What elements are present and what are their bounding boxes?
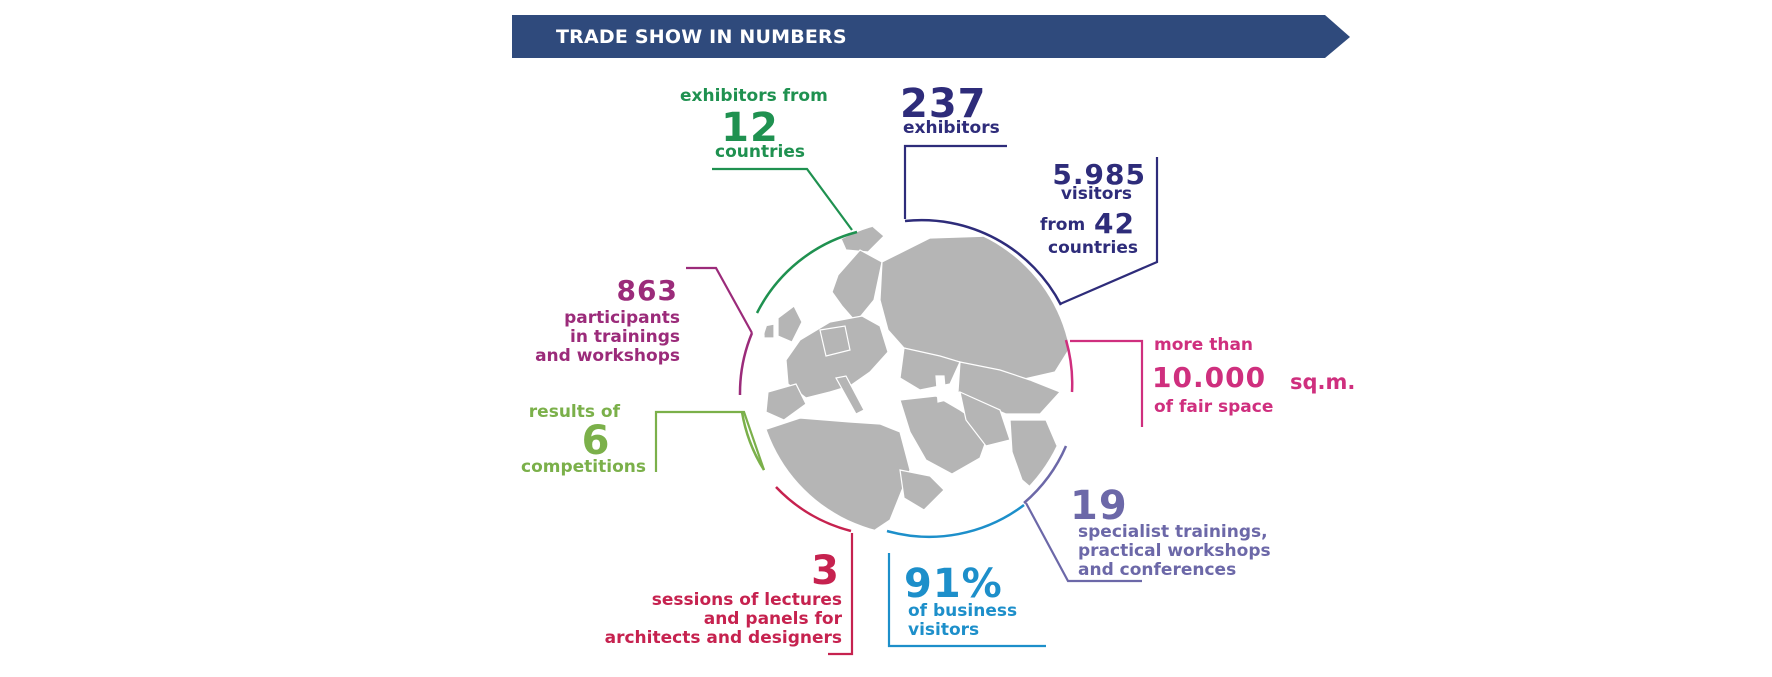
participants-value: 863 [616,274,678,307]
sessions-line2: and panels for [703,609,842,629]
visitors-label: visitors [1060,184,1132,204]
fair-space-value: 10.000 [1152,361,1267,394]
participants-line1: participants [564,308,680,328]
visitors-value: 5.985 [1052,158,1146,191]
sessions-line1: sessions of lectures [651,590,842,610]
visitors-suffix: countries [1048,238,1138,258]
business-visitors-value: 91% [904,561,1003,607]
exhibitors-label: exhibitors [903,118,1000,138]
competitions-prefix: results of [528,402,620,422]
competitions-suffix: competitions [521,457,646,477]
fair-space-suffix: of fair space [1154,397,1274,417]
globe-map-icon [758,221,1072,535]
specialist-line1: specialist trainings, [1078,522,1268,542]
banner-title: TRADE SHOW IN NUMBERS [556,26,847,48]
visitors-from-prefix: from [1040,215,1086,235]
specialist-value: 19 [1070,483,1128,529]
participants-line2: in trainings [570,327,680,347]
competitions-value: 6 [581,418,611,464]
fair-space-unit: sq.m. [1290,370,1356,394]
specialist-line3: and conferences [1078,560,1237,580]
banner-arrow [512,15,1350,58]
exhibitors-countries-suffix: countries [715,142,805,162]
visitors-from-value: 42 [1094,207,1135,240]
participants-line3: and workshops [535,346,680,366]
specialist-line2: practical workshops [1078,541,1271,561]
sessions-line3: architects and designers [604,628,842,648]
sessions-value: 3 [811,548,840,594]
fair-space-prefix: more than [1154,335,1254,355]
exhibitors-value: 237 [900,81,987,127]
exhibitors-countries-value: 12 [721,105,779,151]
exhibitors-countries-prefix: exhibitors from [680,86,828,106]
business-visitors-line1: of business [908,601,1018,621]
business-visitors-line2: visitors [908,620,980,640]
